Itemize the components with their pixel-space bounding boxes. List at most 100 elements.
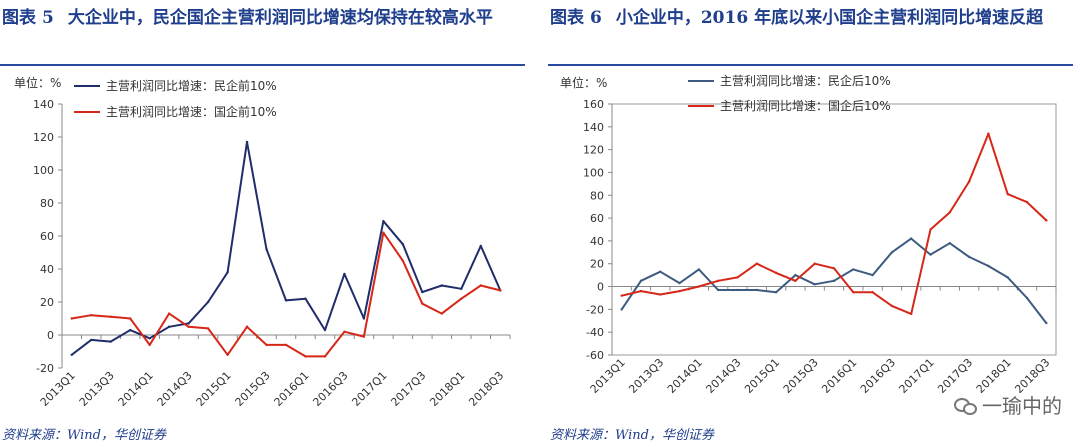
data-point-s1	[794, 273, 797, 277]
x-tick-label: 2015Q3	[233, 369, 273, 409]
legend-label-1: 主营利润同比增速：民企后10%	[720, 73, 891, 88]
data-point-s2	[245, 325, 249, 328]
data-point-s1	[323, 328, 327, 332]
figure-label: 图表	[550, 8, 584, 28]
title-divider	[0, 64, 525, 66]
data-point-s1	[1025, 296, 1029, 300]
data-point-s1	[304, 297, 307, 300]
data-point-s1	[910, 237, 913, 240]
figure-number: 5	[42, 8, 54, 28]
data-point-s2	[1025, 200, 1029, 204]
data-point-s2	[929, 228, 932, 231]
data-point-s2	[987, 132, 990, 135]
y-tick-label: 40	[40, 263, 54, 276]
legend-label-2: 主营利润同比增速：国企前10%	[106, 104, 277, 119]
y-tick-label: 140	[583, 121, 604, 134]
figure-title: 图表 6 小企业中，2016 年底以来小国企主营利润同比增速反超	[550, 4, 1075, 32]
data-point-s1	[678, 281, 681, 285]
figure-title-text: 大企业中，民企国企主营利润同比增速均保持在较高水平	[67, 8, 493, 28]
data-point-s1	[929, 253, 932, 256]
data-point-s1	[90, 338, 93, 342]
data-point-s2	[890, 304, 894, 308]
legend-label-2: 主营利润同比增速：国企后10%	[720, 98, 891, 113]
title-divider	[548, 64, 1073, 66]
y-tick-label: -40	[586, 326, 604, 339]
data-point-s1	[755, 288, 758, 292]
data-point-s1	[659, 270, 662, 273]
data-point-s1	[832, 279, 836, 283]
x-tick-label: 2014Q3	[155, 369, 195, 409]
x-tick-label: 2017Q1	[349, 369, 389, 409]
x-tick-label: 2018Q1	[427, 369, 467, 409]
data-point-s1	[245, 140, 249, 144]
data-point-s1	[421, 290, 424, 294]
x-tick-label: 2016Q1	[819, 356, 859, 396]
data-point-s1	[148, 337, 151, 340]
y-tick-label: 0	[597, 281, 604, 294]
data-point-s2	[148, 343, 151, 347]
data-point-s2	[813, 262, 816, 265]
x-tick-label: 2017Q1	[897, 356, 937, 396]
y-tick-label: -20	[36, 362, 54, 375]
data-point-s2	[401, 259, 405, 262]
data-point-s1	[890, 251, 894, 254]
plot-frame	[611, 103, 1057, 356]
figure-number: 6	[590, 8, 602, 28]
y-tick-label: 160	[583, 98, 604, 111]
data-point-s2	[421, 302, 424, 305]
y-tick-label: 140	[33, 98, 54, 111]
x-tick-label: 2015Q1	[742, 356, 782, 396]
data-point-s1	[440, 284, 444, 287]
data-point-s1	[70, 353, 73, 356]
data-point-s1	[460, 287, 463, 290]
data-point-s1	[697, 268, 701, 271]
data-point-s2	[304, 355, 307, 358]
figure-title-text: 小企业中，2016 年底以来小国企主营利润同比增速反超	[615, 8, 1044, 28]
data-point-s2	[871, 291, 874, 294]
data-point-s2	[499, 289, 502, 292]
data-point-s2	[794, 279, 797, 283]
y-tick-label: 120	[33, 131, 54, 144]
watermark-text: 一瑜中的	[982, 394, 1062, 418]
data-point-s1	[620, 308, 623, 311]
y-tick-label: 40	[590, 235, 604, 248]
data-point-s1	[813, 283, 816, 286]
data-point-s1	[382, 219, 385, 223]
data-point-s2	[90, 314, 93, 317]
data-point-s1	[639, 279, 643, 283]
y-tick-label: 60	[590, 212, 604, 225]
data-point-s1	[871, 273, 874, 277]
x-tick-label: 2016Q3	[310, 369, 350, 409]
data-point-s2	[70, 317, 73, 320]
data-point-s1	[284, 299, 288, 302]
data-point-s2	[109, 315, 112, 319]
data-point-s1	[343, 272, 346, 276]
series-line-1	[71, 141, 502, 356]
data-point-s2	[659, 293, 662, 296]
x-tick-label: 2015Q1	[194, 369, 234, 409]
line-chart-large-enterprises: -200204060801001201402013Q12013Q32014Q12…	[33, 78, 511, 409]
data-point-s1	[401, 243, 405, 246]
y-tick-label: 100	[583, 166, 604, 179]
y-tick-label: 80	[590, 189, 604, 202]
data-point-s2	[479, 284, 482, 287]
data-point-s2	[323, 355, 327, 358]
watermark: 一瑜中的	[954, 390, 1062, 419]
x-tick-label: 2018Q3	[466, 369, 506, 409]
data-point-s2	[167, 312, 171, 315]
data-point-s2	[1045, 219, 1048, 222]
data-point-s2	[343, 330, 346, 333]
data-point-s1	[109, 340, 112, 343]
x-tick-label: 2017Q3	[388, 369, 428, 409]
data-point-s1	[852, 268, 855, 271]
y-tick-label: 100	[33, 164, 54, 177]
data-point-s2	[362, 335, 366, 338]
data-point-s2	[460, 297, 463, 300]
data-point-s2	[736, 276, 739, 279]
data-point-s2	[382, 231, 385, 234]
source-note: 资料来源：Wind，华创证券	[2, 428, 166, 443]
data-point-s1	[716, 288, 720, 292]
y-tick-label: 20	[590, 258, 604, 271]
data-point-s1	[736, 288, 739, 292]
chart-panel-right: 图表 6 小企业中，2016 年底以来小国企主营利润同比增速反超 单位：% -60 -…	[548, 0, 1080, 447]
